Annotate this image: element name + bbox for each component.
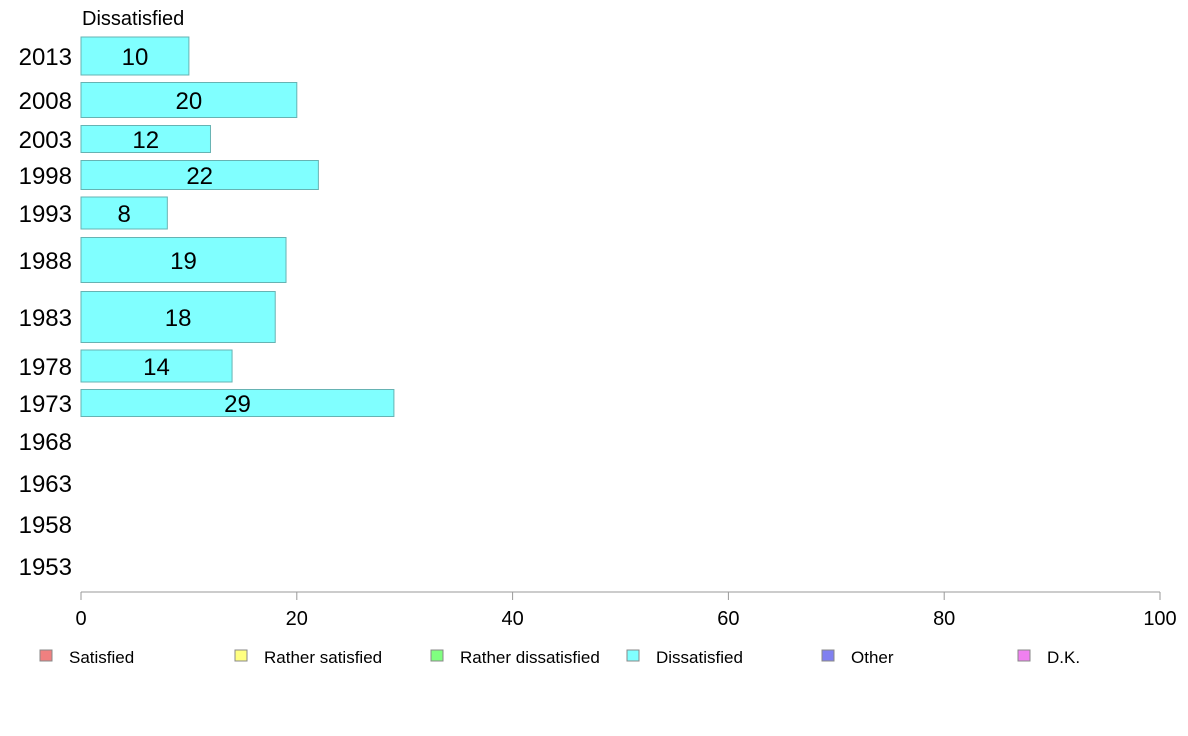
legend-label: Satisfied [69,648,134,667]
bar [80,36,190,76]
bar-value-label: 12 [132,127,159,154]
legend-item: Dissatisfied [626,648,743,667]
bar [80,237,287,283]
legend-swatch [39,649,53,662]
chart-title: Dissatisfied [82,8,184,30]
legend-item: Other [821,648,894,667]
legend-item: D.K. [1017,648,1080,667]
year-label: 1998 [19,163,72,190]
bar-value-label: 18 [165,305,192,332]
bar [80,125,211,153]
bar-value-label: 29 [224,391,251,418]
year-label: 1973 [19,391,72,418]
bar [80,82,298,118]
year-label: 1953 [19,554,72,581]
year-label: 1968 [19,429,72,456]
bar [80,349,233,383]
year-label: 1963 [19,471,72,498]
bar-value-label: 8 [117,201,130,228]
legend-label: D.K. [1047,648,1080,667]
legend-swatch [234,649,248,662]
x-tick-label: 60 [717,608,739,630]
bar-value-label: 14 [143,354,170,381]
legend-label: Dissatisfied [656,648,743,667]
x-axis: 0 20 40 60 80 100 [75,591,1177,630]
legend-item: Satisfied [39,648,134,667]
legend-swatch [430,649,444,662]
bar [80,196,168,230]
bar-value-label: 20 [176,88,203,115]
bar [80,389,395,417]
bar [80,291,276,343]
year-label: 1988 [19,248,72,275]
legend-label: Rather dissatisfied [460,648,600,667]
year-label: 2003 [19,127,72,154]
legend-label: Other [851,648,894,667]
year-label: 1958 [19,512,72,539]
legend-item: Rather dissatisfied [430,648,600,667]
x-tick-label: 100 [1143,608,1176,630]
year-label: 1993 [19,201,72,228]
legend: Satisfied Rather satisfied Rather dissatis… [39,648,1080,667]
legend-label: Rather satisfied [264,648,382,667]
legend-swatch [821,649,835,662]
year-label: 2013 [19,44,72,71]
x-tick-label: 40 [501,608,523,630]
bar [80,160,319,190]
legend-item: Rather satisfied [234,648,382,667]
bar-value-label: 10 [122,44,149,71]
legend-swatch [626,649,640,662]
year-label: 1978 [19,354,72,381]
year-label: 1983 [19,305,72,332]
legend-swatch [1017,649,1031,662]
x-tick-label: 0 [75,608,86,630]
bar-value-label: 19 [170,248,197,275]
x-tick-label: 20 [286,608,308,630]
x-tick-label: 80 [933,608,955,630]
year-label: 2008 [19,88,72,115]
bars-layer: 2013 10 2008 20 2003 12 1998 22 1993 8 1988 19 1983 1… [19,36,395,581]
bar-value-label: 22 [186,163,213,190]
